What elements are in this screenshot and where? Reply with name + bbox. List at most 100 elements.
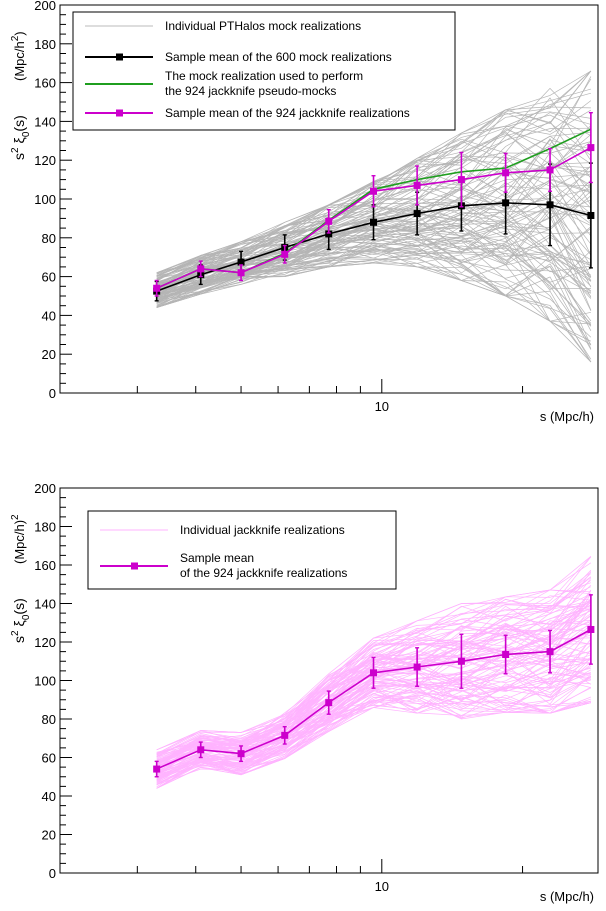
y-tick-label: 40 — [42, 789, 56, 804]
data-point — [413, 663, 421, 671]
y-tick-label: 80 — [42, 712, 56, 727]
y-tick-label: 200 — [34, 0, 56, 13]
y-tick-label: 140 — [34, 114, 56, 129]
data-point — [370, 669, 378, 677]
y-tick-label: 100 — [34, 674, 56, 689]
legend: Individual jackknife realizations Sample … — [87, 510, 397, 590]
realization-line — [156, 686, 592, 785]
legend-label: Sample mean of the 924 jackknife realiza… — [165, 106, 410, 120]
data-point — [413, 181, 421, 189]
y-axis-unit-sup: 2 — [10, 514, 21, 520]
realization-line — [156, 245, 592, 349]
y-tick-label: 180 — [34, 520, 56, 535]
x-axis-label: s (Mpc/h) — [540, 409, 594, 424]
legend-label: Individual jackknife realizations — [180, 523, 345, 537]
legend-marker — [131, 562, 138, 570]
realization-line — [156, 245, 592, 345]
y-tick-label: 160 — [34, 76, 56, 91]
data-point — [502, 199, 510, 207]
y-axis-unit-sup: 2 — [10, 35, 21, 41]
y-axis-label-part: 0 — [21, 614, 32, 620]
y-axis-unit-part: (Mpc/h) — [12, 520, 27, 564]
y-tick-label: 80 — [42, 231, 56, 246]
legend-label: Sample mean — [180, 551, 254, 565]
legend: Individual PTHalos mock realizations Samp… — [72, 11, 456, 131]
y-tick-label: 60 — [42, 751, 56, 766]
y-tick-label: 0 — [49, 386, 56, 401]
y-tick-label: 120 — [34, 635, 56, 650]
x-tick-label: 10 — [375, 879, 389, 894]
y-axis-label-part: ξ — [11, 620, 27, 626]
data-point — [281, 250, 289, 258]
y-axis-label-part: ξ — [11, 137, 27, 143]
legend-label-line2: of the 924 jackknife realizations — [180, 566, 347, 580]
data-point — [546, 648, 554, 656]
legend-label: Sample mean of the 600 mock realizations — [165, 50, 392, 64]
y-axis-label-part: 2 — [10, 630, 21, 636]
data-point — [325, 699, 333, 707]
realization-line — [156, 234, 592, 304]
data-point — [587, 625, 595, 633]
y-axis-unit-part: (Mpc/h — [12, 41, 27, 81]
data-point — [370, 218, 378, 226]
realization-line — [156, 586, 592, 753]
data-point — [587, 144, 595, 152]
realization-line — [156, 228, 592, 312]
data-point — [457, 176, 465, 184]
data-point — [325, 217, 333, 225]
data-point — [546, 166, 554, 174]
data-point — [237, 750, 245, 758]
data-point — [153, 284, 161, 292]
y-tick-label: 40 — [42, 308, 56, 323]
data-point — [237, 269, 245, 277]
y-axis-unit-close: ) — [12, 31, 27, 35]
y-axis-label-part: (s) — [11, 598, 27, 614]
x-tick-label: 10 — [375, 399, 389, 414]
legend-label: Individual PTHalos mock realizations — [165, 19, 361, 33]
realization-line — [156, 236, 592, 360]
data-point — [457, 657, 465, 665]
y-tick-label: 180 — [34, 37, 56, 52]
legend-box — [87, 510, 397, 590]
y-tick-label: 200 — [34, 481, 56, 496]
realization-line — [156, 562, 592, 751]
y-tick-label: 160 — [34, 558, 56, 573]
y-axis-unit: (Mpc/h)2 — [10, 514, 27, 564]
realization-line — [156, 578, 592, 765]
legend-label-line2: the 924 jackknife pseudo-mocks — [165, 84, 336, 98]
data-point — [370, 187, 378, 195]
x-axis-label: s (Mpc/h) — [540, 889, 594, 904]
realization-line — [156, 664, 592, 781]
legend-label: The mock realization used to perform — [165, 69, 363, 83]
series-1 — [153, 594, 595, 778]
y-tick-label: 100 — [34, 192, 56, 207]
realization-line — [156, 698, 591, 789]
data-point — [197, 265, 205, 273]
legend-marker — [116, 53, 123, 61]
realization-line — [156, 233, 592, 302]
y-tick-label: 20 — [42, 828, 56, 843]
realization-line — [156, 689, 591, 788]
realization-line — [156, 677, 592, 789]
y-axis-label-part: 0 — [21, 131, 32, 137]
realization-line — [156, 628, 592, 764]
y-tick-label: 60 — [42, 270, 56, 285]
realization-line — [156, 256, 592, 363]
y-tick-label: 20 — [42, 347, 56, 362]
data-point — [587, 211, 595, 219]
y-tick-label: 140 — [34, 597, 56, 612]
realization-line — [156, 262, 591, 325]
y-tick-label: 120 — [34, 153, 56, 168]
realization-line — [156, 649, 592, 777]
data-point — [413, 210, 421, 218]
data-point — [502, 169, 510, 177]
data-point — [502, 651, 510, 659]
y-axis-label: s2 ξ0(s) — [10, 598, 32, 643]
legend-box — [72, 11, 456, 131]
data-point — [546, 201, 554, 209]
data-point — [197, 746, 205, 754]
y-axis-unit: (Mpc/h2) — [10, 31, 27, 81]
